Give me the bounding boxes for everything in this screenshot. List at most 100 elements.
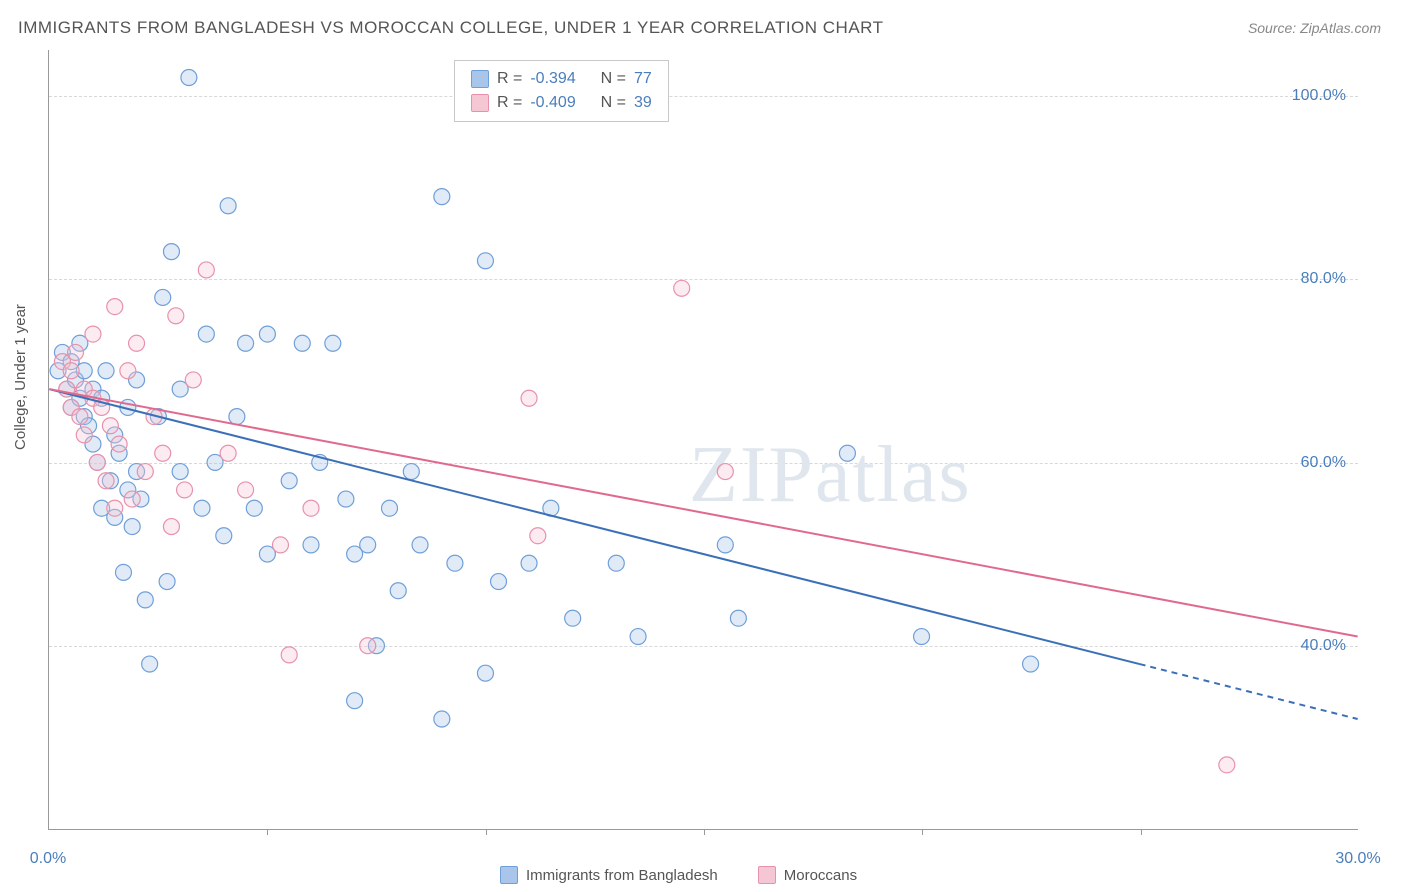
scatter-point bbox=[137, 592, 153, 608]
scatter-point bbox=[447, 555, 463, 571]
scatter-point bbox=[198, 326, 214, 342]
scatter-point bbox=[177, 482, 193, 498]
r-label: R = bbox=[497, 91, 522, 115]
scatter-point bbox=[272, 537, 288, 553]
scatter-point bbox=[477, 253, 493, 269]
scatter-point bbox=[129, 335, 145, 351]
scatter-point bbox=[220, 198, 236, 214]
scatter-point bbox=[155, 445, 171, 461]
source-attribution: Source: ZipAtlas.com bbox=[1248, 20, 1381, 36]
scatter-point bbox=[1219, 757, 1235, 773]
legend-label-1: Moroccans bbox=[784, 867, 857, 884]
scatter-point bbox=[325, 335, 341, 351]
scatter-point bbox=[107, 299, 123, 315]
scatter-point bbox=[338, 491, 354, 507]
scatter-point bbox=[717, 537, 733, 553]
x-tick-mark bbox=[704, 829, 705, 835]
n-value-0: 77 bbox=[634, 67, 652, 91]
scatter-point bbox=[72, 409, 88, 425]
scatter-point bbox=[155, 289, 171, 305]
x-tick-label: 30.0% bbox=[1335, 850, 1380, 868]
scatter-point bbox=[124, 491, 140, 507]
legend-swatch-0 bbox=[500, 866, 518, 884]
scatter-point bbox=[630, 629, 646, 645]
scatter-point bbox=[246, 500, 262, 516]
scatter-point bbox=[608, 555, 624, 571]
scatter-point bbox=[137, 464, 153, 480]
scatter-point bbox=[477, 665, 493, 681]
scatter-point bbox=[281, 473, 297, 489]
scatter-point bbox=[347, 546, 363, 562]
scatter-point bbox=[120, 363, 136, 379]
scatter-point bbox=[216, 528, 232, 544]
scatter-point bbox=[115, 564, 131, 580]
scatter-point bbox=[168, 308, 184, 324]
swatch-series-1 bbox=[471, 94, 489, 112]
scatter-point bbox=[63, 363, 79, 379]
scatter-point bbox=[111, 436, 127, 452]
scatter-point bbox=[185, 372, 201, 388]
scatter-point bbox=[229, 409, 245, 425]
scatter-point bbox=[434, 189, 450, 205]
scatter-point bbox=[360, 638, 376, 654]
x-tick-mark bbox=[922, 829, 923, 835]
scatter-point bbox=[521, 390, 537, 406]
scatter-point bbox=[674, 280, 690, 296]
x-tick-mark bbox=[267, 829, 268, 835]
stats-row-series-0: R = -0.394 N = 77 bbox=[471, 67, 652, 91]
scatter-point bbox=[303, 500, 319, 516]
scatter-point bbox=[89, 454, 105, 470]
trend-line bbox=[49, 389, 1357, 636]
scatter-point bbox=[181, 70, 197, 86]
scatter-point bbox=[281, 647, 297, 663]
scatter-point bbox=[163, 519, 179, 535]
scatter-point bbox=[1023, 656, 1039, 672]
scatter-point bbox=[530, 528, 546, 544]
trend-line bbox=[49, 389, 1139, 664]
source-name: ZipAtlas.com bbox=[1300, 20, 1381, 36]
scatter-point bbox=[98, 473, 114, 489]
scatter-point bbox=[68, 344, 84, 360]
chart-plot-area: ZIPatlas 40.0%60.0%80.0%100.0% bbox=[48, 50, 1358, 830]
n-value-1: 39 bbox=[634, 91, 652, 115]
legend-item-1: Moroccans bbox=[758, 866, 857, 884]
scatter-point bbox=[76, 427, 92, 443]
scatter-point bbox=[163, 244, 179, 260]
legend-label-0: Immigrants from Bangladesh bbox=[526, 867, 718, 884]
scatter-point bbox=[717, 464, 733, 480]
scatter-point bbox=[521, 555, 537, 571]
scatter-point bbox=[142, 656, 158, 672]
scatter-point bbox=[159, 574, 175, 590]
legend-swatch-1 bbox=[758, 866, 776, 884]
scatter-point bbox=[124, 519, 140, 535]
scatter-point bbox=[730, 610, 746, 626]
scatter-point bbox=[303, 537, 319, 553]
swatch-series-0 bbox=[471, 70, 489, 88]
r-value-1: -0.409 bbox=[530, 91, 575, 115]
scatter-point bbox=[347, 693, 363, 709]
trend-line-extrapolated bbox=[1140, 664, 1358, 719]
scatter-point bbox=[294, 335, 310, 351]
r-label: R = bbox=[497, 67, 522, 91]
scatter-point bbox=[194, 500, 210, 516]
scatter-point bbox=[491, 574, 507, 590]
chart-title: IMMIGRANTS FROM BANGLADESH VS MOROCCAN C… bbox=[18, 18, 884, 38]
scatter-point bbox=[412, 537, 428, 553]
y-axis-label: College, Under 1 year bbox=[12, 304, 29, 450]
legend-item-0: Immigrants from Bangladesh bbox=[500, 866, 718, 884]
source-label: Source: bbox=[1248, 20, 1300, 36]
n-label: N = bbox=[601, 91, 626, 115]
scatter-point bbox=[198, 262, 214, 278]
scatter-point bbox=[220, 445, 236, 461]
scatter-point bbox=[172, 464, 188, 480]
r-value-0: -0.394 bbox=[530, 67, 575, 91]
scatter-point bbox=[434, 711, 450, 727]
correlation-stats-box: R = -0.394 N = 77 R = -0.409 N = 39 bbox=[454, 60, 669, 122]
scatter-point bbox=[839, 445, 855, 461]
scatter-point bbox=[565, 610, 581, 626]
scatter-point bbox=[102, 418, 118, 434]
scatter-point bbox=[403, 464, 419, 480]
scatter-point bbox=[914, 629, 930, 645]
x-tick-mark bbox=[486, 829, 487, 835]
x-tick-label: 0.0% bbox=[30, 850, 66, 868]
